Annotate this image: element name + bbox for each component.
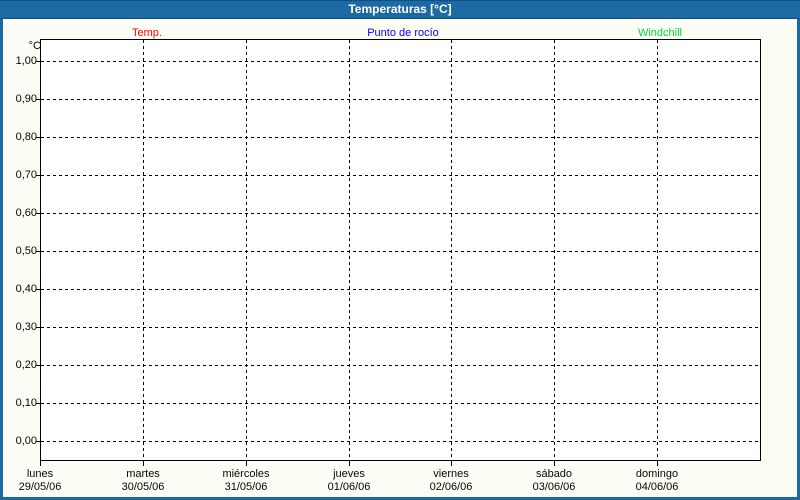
y-axis-tick — [36, 137, 40, 138]
y-axis-unit-label: °C — [28, 40, 41, 52]
legend-item-dew-point: Punto de rocío — [367, 27, 439, 39]
x-grid-line — [657, 40, 658, 460]
x-grid-line — [451, 40, 452, 460]
y-tick-label: 0,60 — [15, 207, 37, 219]
x-label-day: viernes — [433, 468, 469, 480]
plot-area — [40, 39, 761, 461]
x-grid-line — [246, 40, 247, 460]
x-tick-label: jueves 01/06/06 — [294, 468, 404, 494]
y-tick-label: 0,20 — [15, 359, 37, 371]
x-label-day: sábado — [535, 468, 573, 480]
y-tick-label: 1,00 — [15, 55, 37, 67]
y-tick-label: 0,30 — [15, 321, 37, 333]
y-axis-tick — [36, 365, 40, 366]
x-tick-label: martes 30/05/06 — [88, 468, 198, 494]
y-tick-label: 0,10 — [15, 397, 37, 409]
y-grid-line — [41, 175, 760, 176]
x-label-date: 02/06/06 — [429, 481, 473, 493]
y-grid-line — [41, 213, 760, 214]
x-tick-label: viernes 02/06/06 — [396, 468, 506, 494]
y-axis-tick — [36, 403, 40, 404]
y-tick-label: 0,80 — [15, 131, 37, 143]
y-grid-line — [41, 365, 760, 366]
x-label-day: martes — [126, 468, 160, 480]
x-label-date: 31/05/06 — [224, 481, 268, 493]
y-tick-label: 0,50 — [15, 245, 37, 257]
legend-item-windchill: Windchill — [637, 27, 682, 39]
window-title-bar: Temperaturas [°C] — [0, 0, 800, 19]
x-grid-line — [554, 40, 555, 460]
y-axis-tick — [36, 213, 40, 214]
x-label-day: jueves — [333, 468, 365, 480]
x-label-date: 03/06/06 — [532, 481, 576, 493]
y-axis-tick — [36, 251, 40, 252]
y-axis-tick — [36, 175, 40, 176]
x-axis-tick — [554, 461, 555, 466]
y-tick-label: 0,90 — [15, 93, 37, 105]
y-grid-line — [41, 137, 760, 138]
y-grid-line — [41, 327, 760, 328]
x-label-day: lunes — [26, 468, 54, 480]
y-grid-line — [41, 99, 760, 100]
y-tick-label: 0,00 — [15, 435, 37, 447]
x-axis-tick — [349, 461, 350, 466]
window-title: Temperaturas [°C] — [348, 2, 452, 16]
y-axis-tick — [36, 289, 40, 290]
y-axis-tick — [36, 441, 40, 442]
x-tick-label: lunes 29/05/06 — [0, 468, 95, 494]
x-grid-line — [349, 40, 350, 460]
x-tick-label: domingo 04/06/06 — [602, 468, 712, 494]
y-axis-tick — [36, 327, 40, 328]
y-axis-tick — [36, 61, 40, 62]
legend-item-temp: Temp. — [132, 27, 162, 39]
x-grid-line — [143, 40, 144, 460]
y-grid-line — [41, 441, 760, 442]
x-axis-tick — [657, 461, 658, 466]
x-axis-tick — [246, 461, 247, 466]
y-grid-line — [41, 289, 760, 290]
y-tick-label: 0,40 — [15, 283, 37, 295]
x-label-date: 30/05/06 — [121, 481, 165, 493]
x-label-date: 01/06/06 — [327, 481, 371, 493]
x-tick-label: miércoles 31/05/06 — [191, 468, 301, 494]
x-label-day: domingo — [635, 468, 679, 480]
x-axis-tick — [40, 461, 41, 466]
y-grid-line — [41, 251, 760, 252]
x-tick-label: sábado 03/06/06 — [499, 468, 609, 494]
y-grid-line — [41, 403, 760, 404]
x-label-date: 04/06/06 — [635, 481, 679, 493]
y-tick-label: 0,70 — [15, 169, 37, 181]
x-label-day: miércoles — [222, 468, 270, 480]
y-axis-tick — [36, 99, 40, 100]
x-label-date: 29/05/06 — [18, 481, 62, 493]
x-axis-tick — [451, 461, 452, 466]
x-axis-tick — [143, 461, 144, 466]
y-grid-line — [41, 61, 760, 62]
